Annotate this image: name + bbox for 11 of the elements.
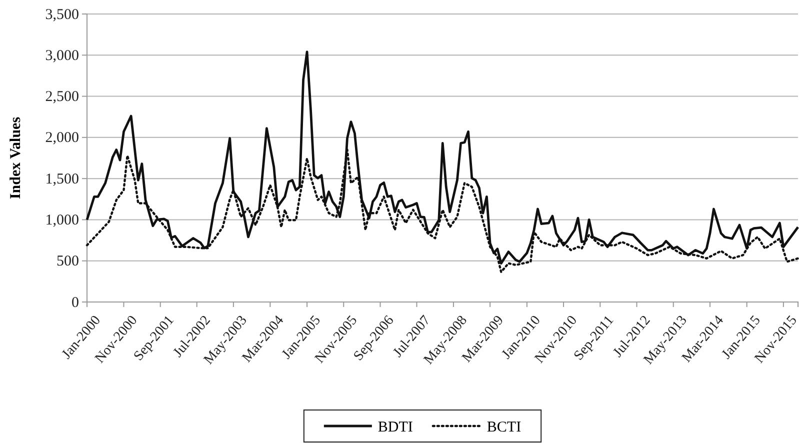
y-tick-label: 0: [72, 294, 79, 311]
y-tick-label: 500: [56, 254, 79, 270]
y-tick-label: 2,500: [45, 89, 79, 106]
y-tick-label: 1,000: [45, 212, 79, 229]
y-tick-label: 3,500: [45, 6, 79, 23]
y-axis-title: Index Values: [8, 116, 24, 200]
y-tick-label: 2,000: [45, 130, 79, 146]
y-tick-label: 3,000: [45, 48, 79, 64]
y-tick-label: 1,500: [45, 171, 79, 188]
legend-label: BCTI: [486, 419, 522, 436]
legend-label: BDTI: [378, 419, 413, 436]
